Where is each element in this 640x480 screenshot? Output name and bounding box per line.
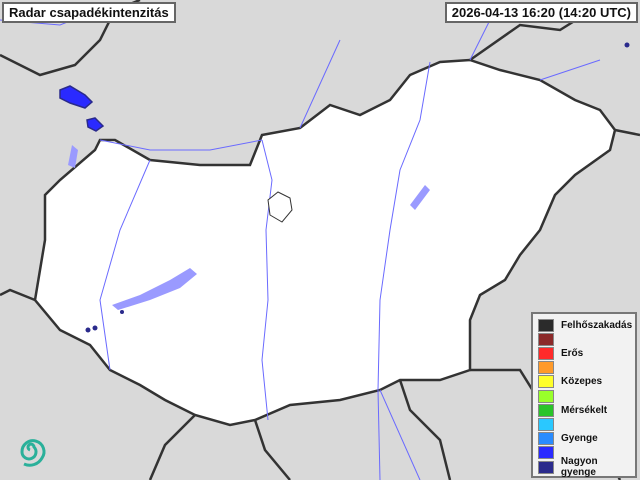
legend-item [538, 389, 561, 403]
lake-balaton [112, 268, 197, 310]
legend-item [538, 361, 561, 375]
legend-item [538, 417, 561, 431]
legend-swatch [538, 417, 554, 431]
timestamp: 2026-04-13 16:20 (14:20 UTC) [444, 2, 638, 23]
radar-echo [85, 327, 91, 333]
radar-echo [624, 42, 630, 48]
legend-item: Erős [538, 346, 583, 360]
legend-swatch [538, 432, 554, 446]
legend-swatch [538, 460, 554, 474]
legend-item: Felhőszakadás [538, 318, 632, 332]
map-title: Radar csapadékintenzitás [2, 2, 176, 23]
radar-echo [86, 117, 105, 132]
radar-echo [92, 325, 98, 331]
legend-label: Erős [561, 347, 584, 359]
legend-label: Mérsékelt [561, 404, 608, 416]
lake-neusiedl [68, 145, 78, 168]
budapest-outline [267, 191, 293, 223]
legend-label: Felhőszakadás [561, 319, 633, 331]
hungary-territory [33, 58, 617, 427]
legend-swatch [538, 332, 554, 346]
rivers [0, 4, 601, 480]
legend-item: Közepes [538, 375, 602, 389]
legend-label: Közepes [561, 376, 603, 388]
legend-swatch [538, 318, 554, 332]
legend-item: Nagyon gyenge [538, 456, 635, 478]
legend-label: Gyenge [561, 433, 598, 445]
lake-tisza [410, 185, 430, 210]
legend-swatch [538, 446, 554, 460]
legend-swatch [538, 389, 554, 403]
legend-swatch [538, 375, 554, 389]
legend-swatch [538, 361, 554, 375]
radar-echo [120, 310, 124, 314]
legend-item [538, 332, 561, 346]
intensity-legend: Felhőszakadás Erős Közepes Mérsékelt Gyenge N… [531, 312, 637, 478]
swirl-logo [20, 439, 46, 467]
legend-item: Gyenge [538, 432, 598, 446]
legend-item: Mérsékelt [538, 403, 607, 417]
legend-item [538, 446, 561, 460]
legend-label: Nagyon gyenge [560, 456, 598, 478]
legend-swatch [538, 403, 554, 417]
radar-echo [59, 85, 94, 109]
legend-swatch [538, 346, 554, 360]
